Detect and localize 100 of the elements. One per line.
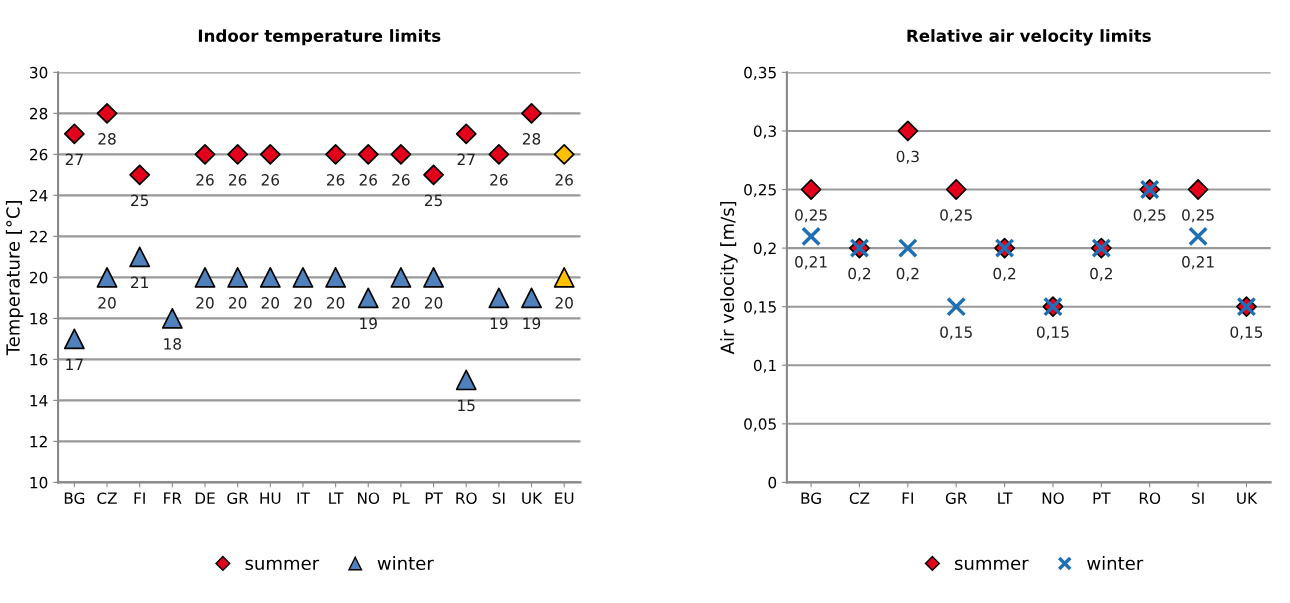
- point: [292, 266, 314, 288]
- point: [488, 287, 510, 309]
- data-label: 25: [424, 194, 442, 207]
- x-tick-label: CZ: [97, 492, 117, 504]
- y-tick-label: 0,25: [744, 183, 776, 198]
- x-tick-label: NO: [1042, 492, 1064, 504]
- x-tick-label: FI: [134, 492, 145, 504]
- data-label: 0,15: [1230, 326, 1263, 340]
- data-label: 20: [327, 297, 345, 309]
- data-label: 0,25: [795, 209, 827, 223]
- legend-label: summer: [245, 559, 320, 571]
- y-tick-label: 20: [30, 271, 48, 284]
- point: [194, 266, 216, 288]
- x-tick-label: DE: [195, 492, 215, 504]
- data-label: 27: [457, 153, 475, 165]
- x-tick-label: PT: [1093, 492, 1111, 504]
- x-tick-label: IT: [297, 492, 310, 504]
- y-axis-title: Temperature [°C]: [5, 201, 24, 356]
- data-label: 0,2: [993, 267, 1016, 281]
- x-tick-label: CZ: [849, 492, 870, 504]
- data-label: 15: [458, 399, 475, 412]
- y-tick-label: 24: [30, 189, 48, 202]
- x-tick-label: SI: [1191, 492, 1204, 504]
- point: [227, 266, 249, 288]
- data-label: 27: [65, 153, 83, 165]
- y-tick-label: 16: [30, 353, 48, 366]
- y-tick-label: 0,15: [744, 301, 776, 315]
- x-tick-label: BG: [64, 492, 85, 504]
- data-label: 20: [424, 297, 443, 309]
- data-label: 19: [523, 317, 541, 330]
- data-label: 26: [229, 174, 247, 186]
- point: [521, 287, 542, 309]
- x-tick-label: FR: [164, 492, 182, 504]
- x-tick-label: RO: [456, 492, 477, 504]
- data-label: 20: [229, 297, 247, 309]
- y-tick-label: 14: [30, 395, 48, 407]
- legend-label: winter: [1087, 556, 1144, 571]
- data-label: 26: [490, 174, 508, 186]
- point: [423, 266, 444, 288]
- data-label: 0,2: [896, 267, 919, 281]
- x-tick-label: GR: [227, 492, 249, 504]
- chart-title: Indoor temperature limits: [198, 29, 441, 46]
- data-label: 26: [392, 174, 410, 186]
- data-label: 0,2: [1090, 267, 1112, 281]
- point: [801, 226, 822, 247]
- y-tick-label: 10: [30, 476, 48, 489]
- x-tick-label: UK: [522, 492, 543, 504]
- point: [390, 266, 412, 288]
- x-tick-label: RO: [1139, 492, 1161, 504]
- chart-title: Relative air velocity limits: [907, 29, 1151, 46]
- point: [129, 246, 151, 268]
- point: [897, 238, 918, 259]
- y-tick-label: 0,05: [744, 418, 776, 432]
- data-label: 28: [98, 133, 116, 145]
- data-label: 0,15: [1036, 326, 1069, 340]
- data-label: 20: [261, 297, 279, 309]
- y-tick-label: 12: [30, 435, 47, 448]
- data-label: 26: [327, 174, 345, 186]
- data-label: 19: [360, 317, 377, 330]
- data-label: 25: [131, 194, 149, 207]
- point: [63, 328, 85, 350]
- data-label: 0,25: [940, 209, 972, 223]
- data-label: 26: [359, 174, 378, 186]
- data-label: 18: [164, 338, 182, 350]
- data-label: 28: [522, 133, 541, 145]
- x-tick-label: LT: [998, 492, 1013, 504]
- x-tick-label: PT: [425, 492, 443, 504]
- legend-label: winter: [377, 556, 434, 571]
- y-tick-label: 0,1: [753, 359, 776, 373]
- data-label: 20: [98, 297, 116, 309]
- y-tick-label: 0,2: [753, 242, 776, 256]
- data-label: 26: [261, 174, 280, 186]
- point: [1188, 226, 1209, 247]
- data-label: 0,21: [1182, 256, 1214, 270]
- data-label: 26: [196, 174, 214, 186]
- data-label: 20: [196, 297, 214, 309]
- x-tick-label: FI: [902, 492, 913, 504]
- data-label: 20: [392, 297, 410, 309]
- x-tick-label: HU: [260, 492, 281, 504]
- data-label: 0,3: [896, 150, 919, 164]
- point: [946, 296, 967, 317]
- x-tick-label: SI: [492, 492, 505, 504]
- point: [357, 287, 379, 309]
- y-tick-label: 30: [30, 66, 48, 79]
- point: [96, 266, 118, 288]
- y-tick-label: 0,35: [744, 66, 776, 80]
- legend-label: summer: [955, 559, 1029, 571]
- x-tick-label: EU: [555, 492, 574, 504]
- y-tick-label: 18: [30, 312, 48, 325]
- data-label: 20: [294, 297, 312, 309]
- data-label: 0,15: [940, 326, 972, 340]
- y-tick-label: 0,3: [753, 125, 776, 139]
- data-label: 0,25: [1133, 209, 1166, 223]
- data-label: 19: [490, 317, 508, 330]
- x-tick-label: PL: [393, 492, 410, 504]
- data-label: 26: [555, 174, 573, 186]
- data-label: 0,2: [848, 267, 871, 281]
- data-label: 0,21: [795, 256, 827, 270]
- x-tick-label: GR: [945, 492, 967, 504]
- y-tick-label: 26: [30, 148, 48, 161]
